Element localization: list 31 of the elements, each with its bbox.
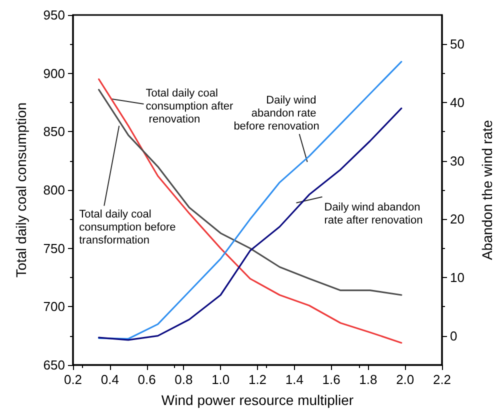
annotation: Total daily coal consumption after renovation [146,88,234,126]
annotation: Daily wind abandon rate after renovation [324,201,424,226]
y-tick-label: 900 [43,66,65,81]
y2-tick-label: 10 [450,270,464,285]
x-tick-label: 2.2 [432,372,452,387]
y-tick-label: 650 [43,358,65,372]
y-tick-label: 950 [43,8,65,22]
x-tick-label: 1.8 [359,372,378,387]
x-axis-title: Wind power resource multiplier [161,392,354,408]
y-tick-label: 750 [43,240,65,256]
x-tick-label: 1.4 [285,372,304,387]
x-tick-label: 2.0 [396,372,414,387]
annotation: Daily wind abandon rate before renovation [234,94,320,132]
x-tick-label: 0.6 [138,372,156,387]
annotation: Total daily coal consumption before transformation [79,208,179,246]
y-tick-label: 800 [43,182,65,198]
x-tick-label: 1.0 [212,372,230,387]
y-axis-title: Total daily coal consumption [13,102,29,278]
y2-axis-title: Abandon the wind rate [479,120,495,260]
y-tick-label: 850 [43,124,65,140]
y2-tick-label: 0 [450,328,458,344]
y2-tick-label: 50 [450,36,464,52]
x-tick-label: 1.6 [322,372,340,387]
y-tick-label: 700 [43,299,65,314]
x-tick-label: 1.2 [248,372,267,387]
y2-tick-label: 20 [450,212,464,227]
x-tick-label: 0.4 [100,372,119,387]
x-tick-label: 0.8 [174,372,193,387]
y2-tick-label: 30 [450,153,464,168]
x-tick-label: 0.2 [64,372,82,387]
y2-tick-label: 40 [450,95,464,110]
